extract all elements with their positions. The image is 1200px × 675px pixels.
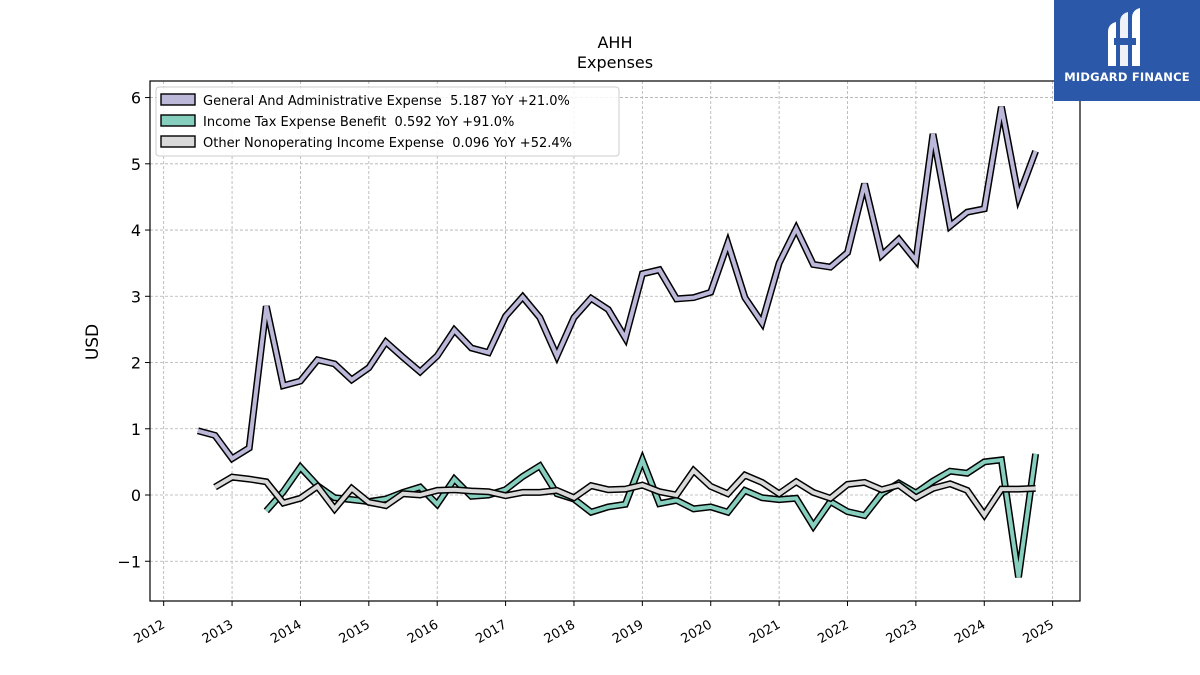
- legend-label-income-tax: Income Tax Expense Benefit 0.592 YoY +91…: [203, 115, 514, 130]
- y-tick-label: 4: [131, 221, 141, 240]
- legend-swatch-income-tax: [160, 114, 196, 127]
- x-tick-label: 2017: [473, 617, 509, 647]
- y-tick-label: −1: [117, 552, 141, 571]
- x-tick-label: 2021: [747, 617, 783, 647]
- chart-subtitle: Expenses: [577, 53, 653, 72]
- x-tick-label: 2020: [679, 617, 715, 647]
- brand-name: MIDGARD FINANCE: [1064, 70, 1190, 84]
- y-tick-label: 1: [131, 420, 141, 439]
- x-tick-label: 2018: [542, 617, 578, 647]
- y-tick-label: 6: [131, 89, 141, 108]
- x-tick-label: 2016: [405, 617, 441, 647]
- legend-box: [155, 86, 620, 157]
- y-tick-label: 2: [131, 354, 141, 373]
- legend-swatch-other-nonoperating: [160, 135, 196, 148]
- x-tick-label: 2013: [200, 617, 236, 647]
- series-outline-0: [196, 106, 1039, 464]
- legend-label-other-nonoperating: Other Nonoperating Income Expense 0.096 …: [203, 136, 572, 151]
- series-line-0: [197, 106, 1038, 462]
- x-tick-label: 2012: [132, 617, 168, 647]
- series-outline-2: [213, 465, 1036, 522]
- legend: General And Administrative Expense 5.187…: [155, 86, 620, 157]
- x-tick-label: 2024: [952, 617, 988, 647]
- y-axis-label: USD: [83, 324, 103, 360]
- x-tick-label: 2022: [815, 617, 851, 647]
- brand-logo: MIDGARD FINANCE: [1054, 0, 1200, 101]
- series-outline-1: [263, 450, 1040, 578]
- chart-title: AHH: [597, 33, 632, 52]
- y-tick-label: 5: [131, 155, 141, 174]
- legend-swatch-general-admin: [160, 93, 196, 106]
- legend-label-general-admin: General And Administrative Expense 5.187…: [203, 94, 570, 109]
- midgard-logo-icon: [1108, 8, 1140, 66]
- series-line-2: [213, 467, 1036, 519]
- x-tick-label: 2023: [884, 617, 920, 647]
- x-tick-label: 2014: [268, 617, 304, 647]
- x-tick-label: 2025: [1020, 617, 1056, 647]
- series-lines: [196, 106, 1040, 578]
- plot-frame: [149, 80, 1081, 602]
- y-tick-label: 0: [131, 486, 141, 505]
- x-tick-label: 2019: [610, 617, 646, 647]
- x-tick-label: 2015: [337, 617, 373, 647]
- y-tick-label: 3: [131, 287, 141, 306]
- grid-lines: [150, 81, 1080, 601]
